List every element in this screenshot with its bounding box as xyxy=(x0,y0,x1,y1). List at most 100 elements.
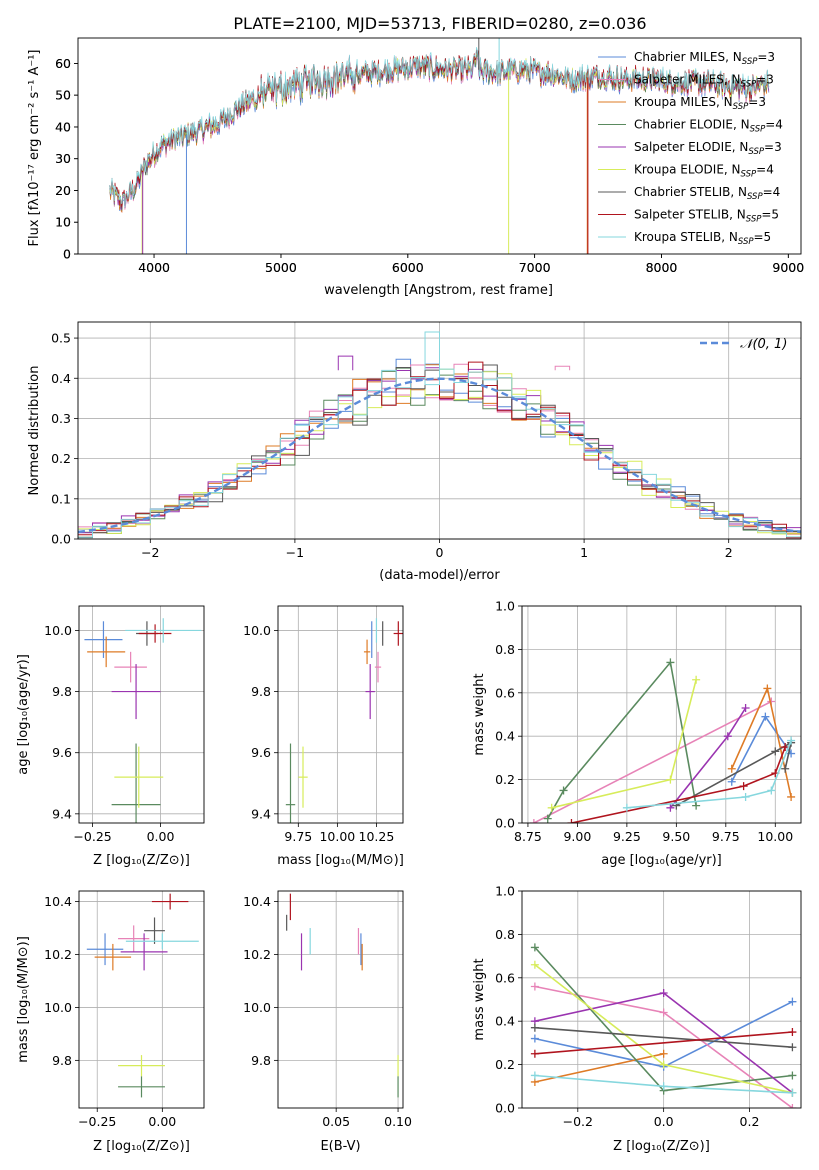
x-axis-label: Z [log₁₀(Z/Z⊙)] xyxy=(613,1139,710,1154)
weight-marker xyxy=(547,803,556,812)
y-tick-label: 0.2 xyxy=(495,1057,515,1072)
x-tick-label: 9.00 xyxy=(563,829,591,844)
x-tick-label: 0 xyxy=(436,545,444,560)
weight-marker xyxy=(530,1023,539,1032)
figure-title: PLATE=2100, MJD=53713, FIBERID=0280, z=0… xyxy=(233,14,646,33)
weight-marker xyxy=(692,801,701,810)
x-tick-label: 0.00 xyxy=(147,829,175,844)
legend-label: Kroupa STELIB, NSSP=5 xyxy=(634,230,771,247)
legend-label-tail: =5 xyxy=(761,208,779,222)
weight-line xyxy=(534,1031,793,1055)
x-axis-label: wavelength [Angstrom, rest frame] xyxy=(324,283,553,298)
weight-marker xyxy=(530,1071,539,1080)
y-tick-label: 0.8 xyxy=(495,642,515,657)
axes-mass_vs_ebv: 0.05 0.10 9.8 10.0 10.2 10.4 E(B-V) xyxy=(243,890,412,1154)
axes-frame xyxy=(77,37,802,255)
y-tick-label: 60 xyxy=(55,56,71,71)
x-tick-label: 9.75 xyxy=(712,829,740,844)
legend-label-base: Salpeter STELIB, N xyxy=(634,208,746,222)
legend-label-base: Kroupa ELODIE, N xyxy=(634,163,741,177)
legend-label-sub: SSP xyxy=(746,215,762,225)
weight-marker xyxy=(788,1071,797,1080)
legend-label-tail: =3 xyxy=(757,50,775,64)
y-tick-label: 10.0 xyxy=(243,623,271,638)
weight-marker xyxy=(739,782,748,791)
y-tick-label: 0.8 xyxy=(495,927,515,942)
y-tick-label: 0.4 xyxy=(495,1014,515,1029)
legend-label: Kroupa ELODIE, NSSP=4 xyxy=(634,163,774,180)
weight-marker xyxy=(659,1049,668,1058)
axes-frame xyxy=(277,890,404,1109)
weight-marker xyxy=(788,1028,797,1037)
legend-label: Chabrier ELODIE, NSSP=4 xyxy=(634,118,783,135)
weight-marker xyxy=(543,814,552,823)
x-tick-label: 0.10 xyxy=(384,1114,412,1129)
y-tick-label: 0.6 xyxy=(495,970,515,985)
x-tick-label: 6000 xyxy=(392,260,424,275)
weight-marker xyxy=(741,792,750,801)
weight-marker xyxy=(530,982,539,991)
y-tick-label: 0 xyxy=(63,247,71,262)
weight-marker xyxy=(741,703,750,712)
x-axis-label: Z [log₁₀(Z/Z⊙)] xyxy=(93,1139,190,1154)
y-tick-label: 9.4 xyxy=(251,806,271,821)
x-tick-label: −2 xyxy=(141,545,159,560)
y-tick-label: 0.0 xyxy=(51,532,71,547)
legend-label-base: Chabrier MILES, N xyxy=(634,50,742,64)
plot-area-age_vs_Z xyxy=(84,618,202,823)
weight-marker xyxy=(622,803,631,812)
y-tick-label: 1.0 xyxy=(495,599,515,614)
y-tick-label: 60 xyxy=(55,56,71,71)
x-tick-label: 0.00 xyxy=(148,1114,176,1129)
y-tick-label: 50 xyxy=(55,88,71,103)
legend-label-tail: =4 xyxy=(756,163,774,177)
x-tick-label: 9.25 xyxy=(613,829,641,844)
x-tick-label: 0.0 xyxy=(654,1114,674,1129)
weight-marker xyxy=(666,803,675,812)
y-tick-label: 20 xyxy=(55,183,71,198)
legend-label: Chabrier MILES, NSSP=3 xyxy=(634,50,775,67)
x-tick-label: 4000 xyxy=(138,260,170,275)
weight-marker xyxy=(788,1043,797,1052)
x-tick-label: 0.05 xyxy=(322,1114,350,1129)
weight-line xyxy=(730,685,792,798)
x-tick-label: 8.75 xyxy=(514,829,542,844)
legend-label-base: Chabrier STELIB, N xyxy=(634,185,747,199)
y-axis-label: Normed distribution xyxy=(27,366,42,496)
x-tick-label: 4000 xyxy=(138,260,170,275)
legend-label-sub: SSP xyxy=(750,125,766,135)
plot-area-weight_vs_Z xyxy=(530,943,797,1108)
y-tick-label: 10 xyxy=(55,215,71,230)
legend-label-tail: =5 xyxy=(754,230,772,244)
y-tick-label: 50 xyxy=(55,88,71,103)
x-axis-label: E(B-V) xyxy=(320,1139,360,1154)
weight-marker xyxy=(666,658,675,667)
histogram-peak xyxy=(554,365,571,371)
weight-marker xyxy=(723,732,732,741)
axes-age_vs_mass: 9.75 10.00 10.25 9.4 9.6 9.8 10.0 mass [log₁₀(M… xyxy=(243,605,404,868)
y-tick-label: 0.1 xyxy=(51,491,71,506)
axes-spectrum: 4000 5000 6000 7000 8000 90000102030405060400… xyxy=(27,37,804,298)
x-tick-label: 9000 xyxy=(772,260,804,275)
x-tick-label: 0.2 xyxy=(740,1114,760,1129)
y-tick-label: 0.2 xyxy=(51,451,71,466)
y-axis-label: mass weight xyxy=(472,673,487,755)
y-tick-label: 0.0 xyxy=(495,816,515,831)
y-tick-label: 9.6 xyxy=(251,745,271,760)
y-axis-label: mass weight xyxy=(472,958,487,1040)
x-tick-label: 2 xyxy=(725,545,733,560)
legend-label-base: Chabrier ELODIE, N xyxy=(634,118,750,132)
x-tick-label: −0.25 xyxy=(78,1114,116,1129)
plot-area-spectrum xyxy=(109,38,770,254)
plot-area-mass_vs_ebv xyxy=(286,893,399,1098)
plot-area-weight_vs_age xyxy=(529,658,796,823)
x-axis-label: mass [log₁₀(M/M⊙)] xyxy=(277,853,404,868)
x-tick-label: 10.25 xyxy=(359,829,395,844)
y-axis-label: age [log₁₀(age/yr)] xyxy=(16,654,31,775)
weight-marker xyxy=(530,1049,539,1058)
x-tick-label: 9.75 xyxy=(284,829,312,844)
plot-area-mass_vs_Z xyxy=(86,893,199,1098)
y-tick-label: 40 xyxy=(55,119,71,134)
legend-label: Salpeter ELODIE, NSSP=3 xyxy=(634,140,782,157)
